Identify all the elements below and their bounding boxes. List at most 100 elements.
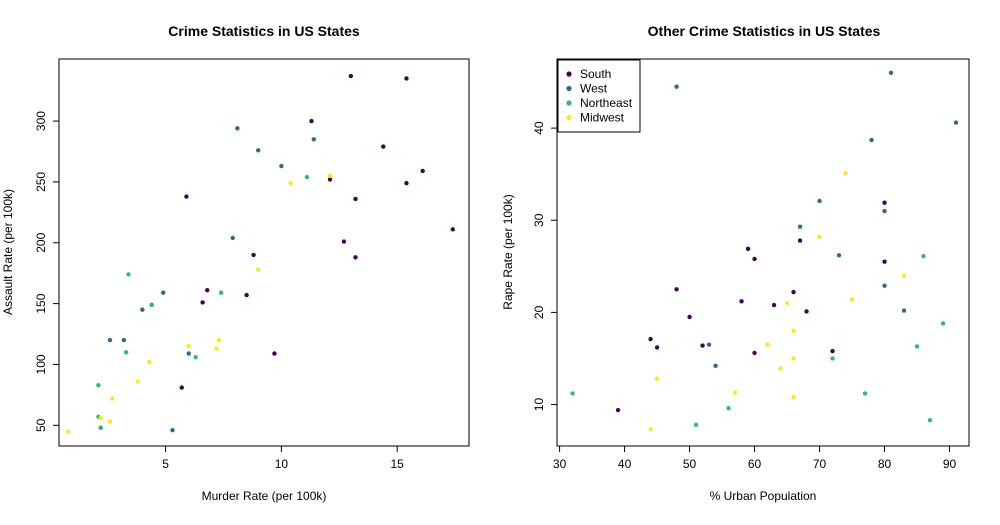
panel2-title: Other Crime Statistics in US States: [648, 23, 881, 39]
panel1-data-point: [140, 307, 145, 312]
panel1-data-point: [98, 415, 103, 421]
panel1-data-point: [230, 235, 235, 241]
panel1-data-point: [110, 396, 115, 401]
panel1-y-tick-label: 250: [34, 172, 48, 192]
panel2-data-point: [739, 299, 744, 304]
legend-label: Northeast: [580, 96, 633, 110]
panel2-data-point: [654, 376, 660, 381]
panel2-data-point: [862, 391, 868, 396]
panel1-y-axis-label: Assault Rate (per 100k): [1, 189, 15, 315]
panel2-data-point: [674, 287, 679, 292]
panel1-data-point: [327, 173, 333, 179]
panel2-data-point: [791, 328, 796, 334]
panel2-data-point: [700, 343, 705, 348]
panel2-data-point: [882, 200, 887, 205]
panel2-data-point: [914, 344, 920, 349]
panel1-data-point: [404, 76, 409, 81]
panel2-data-point: [732, 390, 738, 395]
panel2-data-point: [817, 234, 822, 240]
legend-label: South: [580, 67, 611, 81]
panel1-data-point: [244, 292, 249, 298]
panel1-y-tick-label: 50: [34, 418, 48, 432]
panel1-data-point: [186, 351, 191, 356]
panel1-data-point: [98, 425, 103, 430]
panel2-data-point: [706, 342, 712, 347]
panel1-x-tick-label: 15: [391, 457, 405, 471]
panel2-x-tick-label: 90: [943, 457, 957, 471]
panel1-data-point: [256, 267, 261, 272]
panel2-data-point: [817, 198, 822, 204]
legend-marker: [566, 100, 572, 106]
panel1-data-point: [304, 174, 310, 180]
panel1-data-point: [404, 180, 409, 186]
panel2-y-axis-label: Rape Rate (per 100k): [501, 194, 515, 309]
panel2-data-point: [882, 259, 887, 264]
panel2-plot-frame: [556, 58, 970, 447]
panel1-data-point: [288, 180, 293, 186]
panel2-data-point: [804, 309, 809, 314]
panel2-data-point: [648, 427, 653, 432]
panel2-data-point: [771, 302, 777, 308]
panel1-data-point: [107, 337, 113, 343]
panel2-data-point: [726, 406, 731, 411]
panel1-data-point: [96, 382, 101, 388]
panel2-data-point: [713, 363, 718, 369]
panel1-data-point: [381, 144, 386, 149]
legend-marker: [566, 114, 572, 121]
panel2-data-point: [791, 289, 796, 295]
panel1-data-point: [272, 351, 277, 356]
panel1-data-point: [235, 126, 240, 131]
panel1-data-point: [256, 148, 261, 153]
panel1-data-point: [311, 137, 317, 142]
panel1-y-tick-label: 200: [34, 232, 48, 252]
legend-marker: [566, 85, 572, 92]
panel2-y-tick-label: 10: [532, 398, 546, 412]
legend-marker: [566, 71, 572, 77]
panel1-x-tick-label: 10: [275, 457, 289, 471]
panel1-data-point: [123, 350, 129, 355]
panel2-x-tick-label: 80: [878, 457, 892, 471]
panel2-data-point: [927, 418, 933, 423]
panel2-data-point: [752, 256, 757, 262]
panel2-data-point: [745, 246, 751, 252]
panel1-data-point: [161, 290, 166, 295]
panel2-data-point: [654, 345, 660, 350]
panel1-data-point: [147, 359, 152, 365]
panel2-data-point: [830, 348, 835, 354]
panel1-x-tick-label: 5: [162, 457, 169, 471]
panel2-data-point: [791, 356, 796, 361]
panel2-data-point: [836, 253, 842, 258]
panel2-data-point: [784, 300, 790, 306]
panel2-data-point: [648, 336, 653, 342]
panel1-data-point: [353, 196, 358, 202]
panel1-data-point: [126, 272, 131, 277]
panel1-data-point: [450, 227, 455, 232]
panel2-data-point: [693, 422, 699, 428]
panel2-data-point: [570, 391, 575, 396]
panel2-y-tick-label: 30: [532, 213, 546, 227]
panel1-data-point: [200, 300, 205, 305]
panel1-title: Crime Statistics in US States: [168, 23, 360, 39]
panel2-data-point: [901, 308, 907, 313]
panel1-data-point: [184, 194, 189, 199]
panel1-data-point: [214, 346, 219, 351]
panel1-data-point: [186, 344, 191, 349]
legend-label: Midwest: [580, 111, 625, 125]
panel1-data-point: [205, 288, 210, 293]
panel2-x-tick-label: 30: [553, 457, 567, 471]
panel2-data-point: [953, 120, 959, 125]
panel2-data-point: [843, 171, 848, 176]
legend-label: West: [580, 82, 608, 96]
panel2-data-point: [882, 208, 887, 214]
panel2-data-point: [888, 70, 894, 76]
panel1-data-point: [66, 429, 71, 434]
panel1-data-point: [218, 290, 224, 295]
panel2-x-tick-label: 40: [618, 457, 632, 471]
panel1-data-point: [348, 73, 354, 79]
panel2-x-tick-label: 50: [683, 457, 697, 471]
legend-box: [557, 59, 641, 133]
panel2-data-point: [940, 321, 946, 326]
panel1-data-point: [251, 252, 256, 258]
